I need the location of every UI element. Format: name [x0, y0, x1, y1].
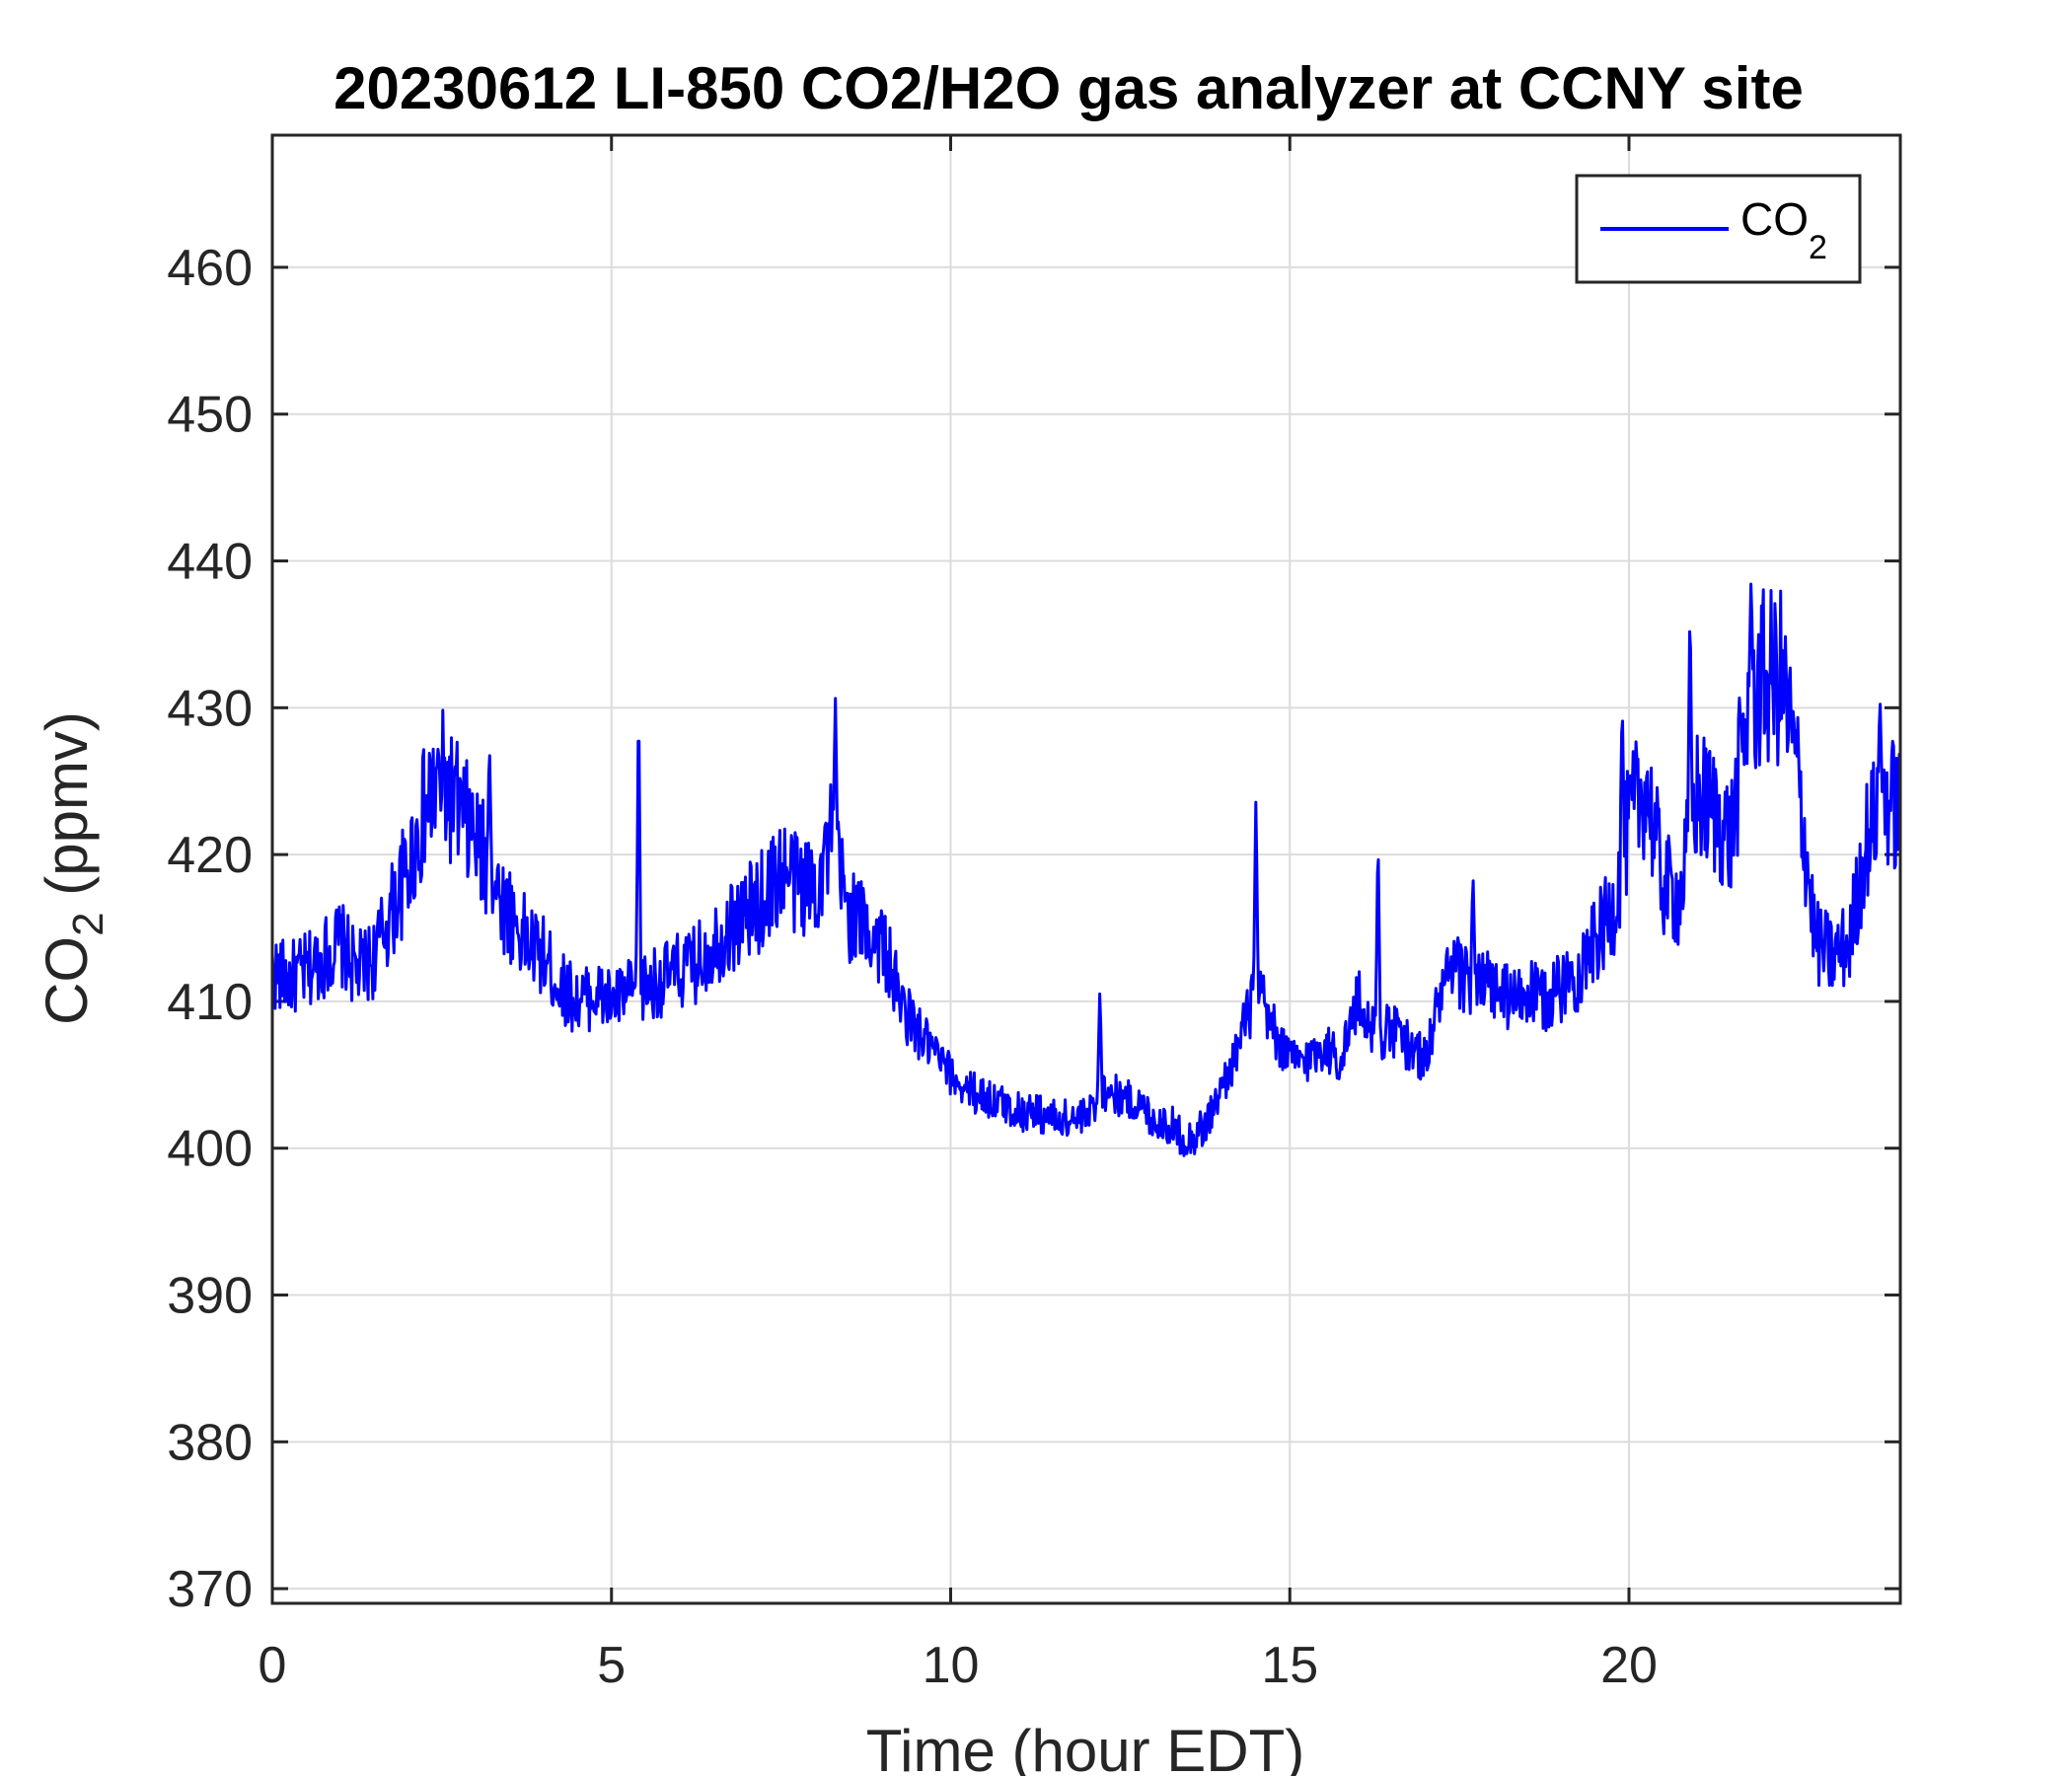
- y-tick-label: 380: [167, 1414, 253, 1471]
- y-tick-label: 400: [167, 1121, 253, 1178]
- legend: CO2: [1575, 174, 1862, 284]
- legend-label-subscript: 2: [1809, 229, 1827, 266]
- y-tick-labels: 370 380 390 400 410 420 430 440 450 460: [167, 240, 253, 1618]
- y-axis-label-subscript: 2: [64, 912, 112, 935]
- chart-title: 20230612 LI-850 CO2/H2O gas analyzer at …: [333, 55, 1804, 121]
- x-tick-label: 5: [597, 1637, 626, 1694]
- y-tick-label: 420: [167, 827, 253, 884]
- plot-area: [272, 135, 1900, 1603]
- y-axis-label-unit: (ppmv): [34, 711, 100, 912]
- y-axis-label: CO2 (ppmv): [34, 711, 112, 1025]
- y-tick-label: 460: [167, 240, 253, 297]
- y-axis-label-main: CO: [34, 936, 100, 1025]
- axes-box: [270, 133, 1902, 1605]
- y-tick-label: 430: [167, 680, 253, 737]
- y-tick-label: 440: [167, 534, 253, 591]
- x-tick-label: 0: [259, 1637, 287, 1694]
- tick-marks: [270, 135, 1900, 1603]
- x-axis-label: Time (hour EDT): [866, 1718, 1305, 1776]
- series-layer: [270, 582, 1902, 1157]
- y-tick-label: 390: [167, 1268, 253, 1325]
- y-tick-label: 370: [167, 1561, 253, 1618]
- grid: [271, 135, 1900, 1603]
- legend-label-co2: CO2: [1740, 193, 1827, 266]
- x-tick-labels: 0 5 10 15 20: [259, 1637, 1658, 1694]
- y-tick-label: 450: [167, 387, 253, 444]
- series-line-co2: [270, 582, 1902, 1157]
- x-tick-label: 20: [1600, 1637, 1658, 1694]
- legend-label-main: CO: [1740, 193, 1809, 245]
- y-tick-label: 410: [167, 974, 253, 1031]
- x-tick-label: 15: [1261, 1637, 1318, 1694]
- x-tick-label: 10: [923, 1637, 980, 1694]
